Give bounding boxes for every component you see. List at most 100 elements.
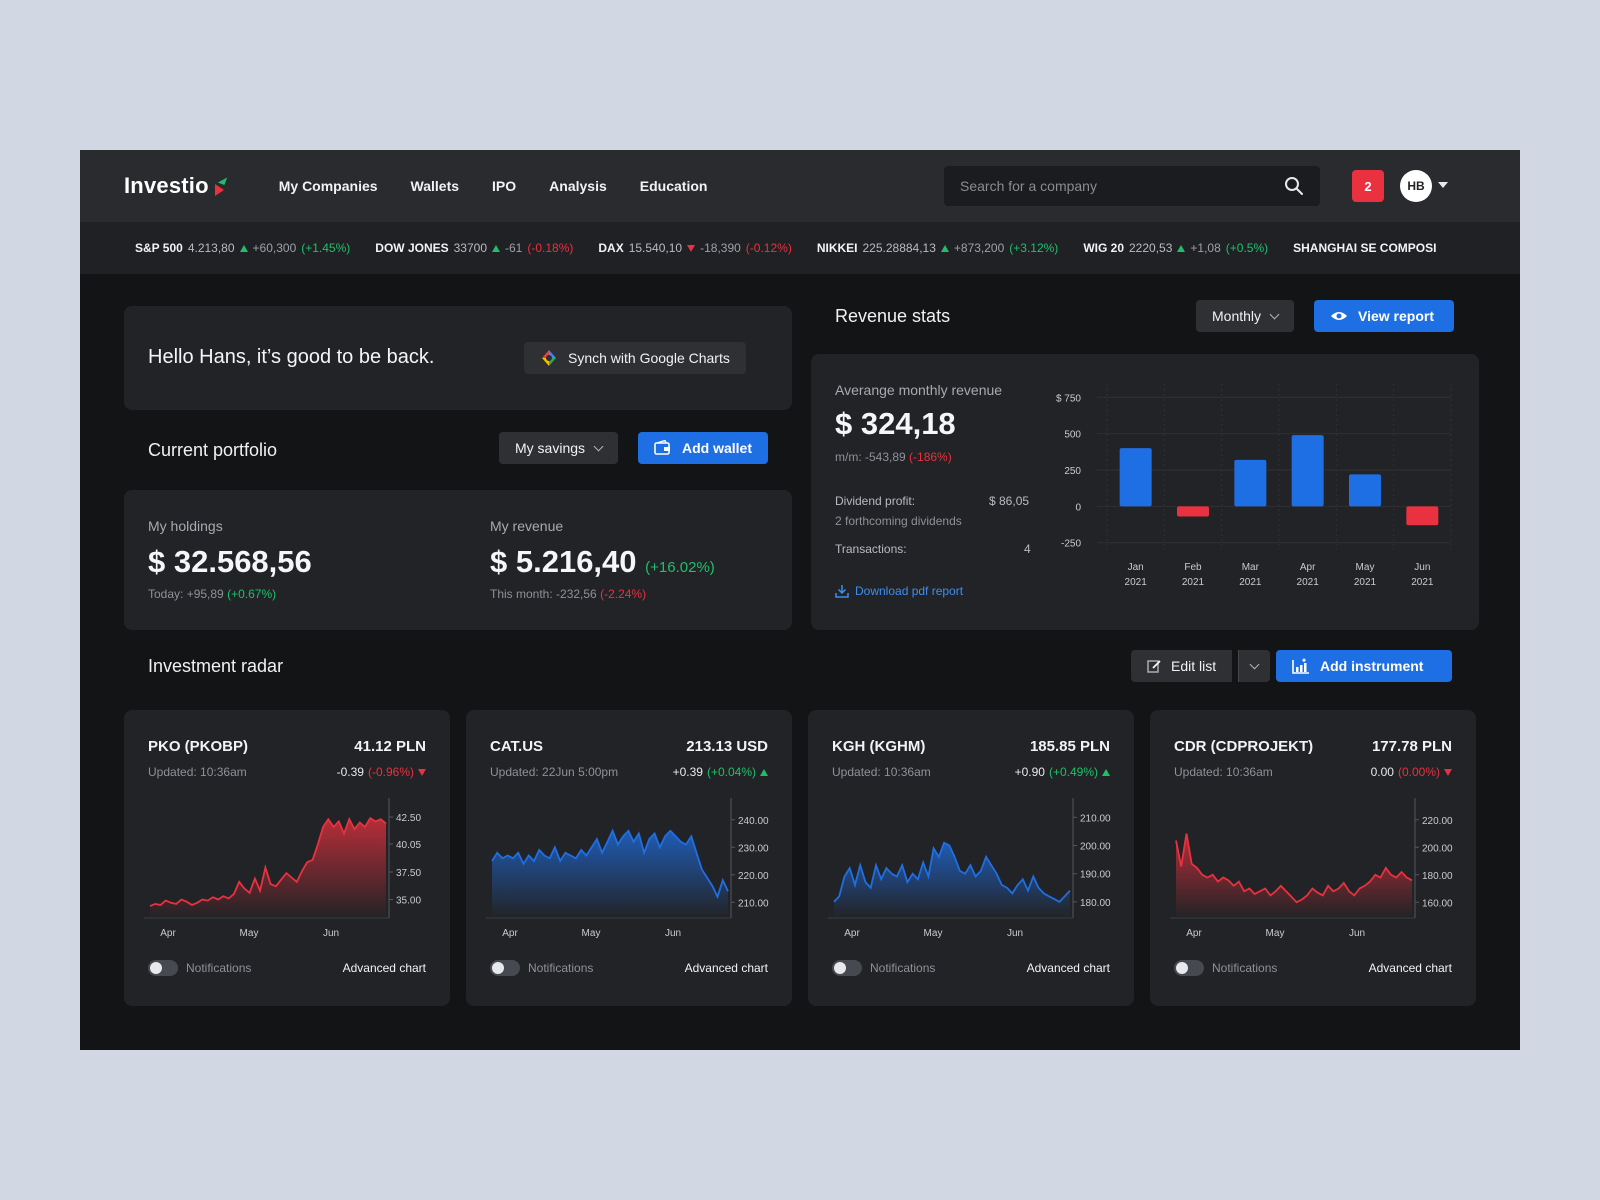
revenue-bar: [1406, 506, 1439, 526]
y-tick-label: 42.50: [396, 813, 421, 824]
ticker-pct: (+3.12%): [1009, 241, 1059, 255]
notifications-toggle[interactable]: [148, 960, 178, 976]
savings-label: My savings: [515, 440, 586, 456]
add-instrument-button[interactable]: Add instrument: [1276, 650, 1452, 682]
view-report-button[interactable]: View report: [1314, 300, 1454, 332]
arrow-down-icon: [687, 244, 696, 252]
ticker-name: S&P 500: [135, 241, 183, 255]
y-tick-label: 250: [1064, 466, 1081, 477]
y-tick-label: 210.00: [1080, 813, 1111, 824]
ticker-item[interactable]: WIG 20 2220,53 +1,08 (+0.5%): [1083, 241, 1268, 255]
ticker-value: 2220,53: [1129, 241, 1173, 255]
x-tick-label: Jan: [1128, 562, 1144, 573]
edit-list-button[interactable]: Edit list: [1131, 650, 1233, 682]
app-window: Investio My Companies Wallets IPO Analys…: [80, 150, 1520, 1050]
arrow-up-icon: [1177, 244, 1186, 252]
download-pdf-link[interactable]: Download pdf report: [835, 584, 963, 598]
notifications-toggle[interactable]: [490, 960, 520, 976]
avatar[interactable]: HB: [1400, 170, 1432, 202]
instrument-price: 185.85 PLN: [1029, 738, 1110, 755]
notifications-toggle[interactable]: [1174, 960, 1204, 976]
chevron-down-icon[interactable]: [1438, 182, 1448, 188]
eye-icon: [1331, 312, 1347, 320]
revenue-bar-chart: $ 750 500 250 0 -250 Jan 2021 Feb 2021 Mar 2021 Apr…: [1056, 384, 1452, 588]
instrument-name: PKO (PKOBP): [148, 738, 249, 755]
instrument-name: CDR (CDPROJEKT): [1174, 738, 1314, 755]
avg-revenue-label: Averange monthly revenue: [835, 382, 1003, 398]
instrument-price: 213.13 USD: [686, 738, 768, 755]
sync-google-charts-button[interactable]: Synch with Google Charts: [524, 342, 746, 374]
savings-dropdown[interactable]: My savings: [499, 432, 619, 464]
instrument-card[interactable]: CAT.US 213.13 USD Updated: 22Jun 5:00pm +0.…: [466, 710, 792, 1006]
notifications-badge[interactable]: 2: [1352, 170, 1384, 202]
google-charts-icon: [542, 350, 556, 366]
sync-label: Synch with Google Charts: [568, 350, 730, 366]
ticker-value: 33700: [453, 241, 487, 255]
instrument-chart: 240.00 230.00 220.00 210.00 Apr May Jun: [486, 798, 769, 938]
ticker-item[interactable]: DAX 15.540,10 -18,390 (-0.12%): [598, 241, 791, 255]
y-tick-label: 160.00: [1422, 898, 1453, 909]
y-tick-label: 220.00: [1422, 816, 1453, 827]
notifications-label: Notifications: [528, 961, 594, 975]
y-tick-label: $ 750: [1056, 393, 1081, 404]
price-line: [149, 816, 387, 907]
price-line: [1175, 833, 1413, 904]
notifications-toggle[interactable]: [832, 960, 862, 976]
instrument-change: +0.39 (+0.04%): [673, 765, 768, 779]
revenue-value: $ 5.216,40 (+16.02%): [490, 544, 715, 579]
y-tick-label: -250: [1061, 539, 1081, 550]
x-tick-label: 2021: [1297, 577, 1320, 588]
edit-list-dropdown[interactable]: [1238, 650, 1270, 682]
advanced-chart-link[interactable]: Advanced chart: [1026, 961, 1110, 975]
advanced-chart-link[interactable]: Advanced chart: [684, 961, 768, 975]
nav-education[interactable]: Education: [639, 178, 708, 194]
holdings-sub: Today: +95,89 (+0.67%): [148, 587, 277, 601]
x-tick-label: Jun: [323, 928, 339, 938]
instrument-card[interactable]: KGH (KGHM) 185.85 PLN Updated: 10:36am +0.9…: [808, 710, 1134, 1006]
y-tick-label: 180.00: [1080, 898, 1111, 909]
advanced-chart-link[interactable]: Advanced chart: [1368, 961, 1452, 975]
ticker-change: -61: [505, 241, 523, 255]
add-wallet-button[interactable]: Add wallet: [638, 432, 769, 464]
nav-my-companies[interactable]: My Companies: [278, 178, 378, 194]
edit-icon: [1147, 660, 1161, 673]
ticker-item[interactable]: NIKKEI 225.28884,13 +873,200 (+3.12%): [817, 241, 1059, 255]
logo[interactable]: Investio: [124, 173, 231, 199]
arrow-down-icon: [1444, 768, 1452, 776]
revenue-bar: [1119, 448, 1152, 507]
ticker-item[interactable]: DOW JONES 33700 -61 (-0.18%): [375, 241, 573, 255]
instrument-card[interactable]: CDR (CDPROJEKT) 177.78 PLN Updated: 10:36a…: [1150, 710, 1476, 1006]
chevron-down-icon: [1249, 659, 1260, 669]
x-tick-label: May: [582, 928, 601, 938]
period-dropdown[interactable]: Monthly: [1196, 300, 1295, 332]
dividend-label: Dividend profit:: [835, 494, 916, 508]
instrument-change: -0.39 (-0.96%): [337, 765, 426, 779]
chevron-down-icon: [1269, 309, 1280, 319]
greeting-text: Hello Hans, it’s good to be back.: [148, 346, 435, 368]
revenue-stats-title: Revenue stats: [835, 306, 951, 326]
instrument-chart: 42.50 40.05 37.50 35.00 Apr May Jun: [144, 798, 421, 938]
y-tick-label: 500: [1064, 430, 1081, 441]
x-tick-label: May: [924, 928, 943, 938]
y-tick-label: 35.00: [396, 896, 421, 907]
ticker-item[interactable]: S&P 500 4.213,80 +60,300 (+1.45%): [135, 241, 350, 255]
instrument-card[interactable]: PKO (PKOBP) 41.12 PLN Updated: 10:36am -0.3…: [124, 710, 450, 1006]
price-area: [834, 842, 1070, 916]
nav-wallets[interactable]: Wallets: [410, 178, 460, 194]
advanced-chart-link[interactable]: Advanced chart: [342, 961, 426, 975]
search-input[interactable]: [960, 178, 1284, 194]
ticker-value: 15.540,10: [628, 241, 683, 255]
instrument-change: 0.00 (0.00%): [1371, 765, 1452, 779]
search-icon[interactable]: [1284, 176, 1304, 196]
holdings-label: My holdings: [148, 518, 223, 534]
x-tick-label: 2021: [1411, 577, 1434, 588]
nav-ipo[interactable]: IPO: [492, 178, 517, 194]
view-report-label: View report: [1358, 308, 1434, 324]
download-icon: [835, 585, 849, 598]
x-tick-label: May: [1266, 928, 1285, 938]
nav-analysis[interactable]: Analysis: [549, 178, 607, 194]
ticker-item[interactable]: SHANGHAI SE COMPOSI: [1293, 241, 1436, 255]
price-area: [150, 818, 386, 916]
y-tick-label: 190.00: [1080, 870, 1111, 881]
notifications-label: Notifications: [186, 961, 252, 975]
